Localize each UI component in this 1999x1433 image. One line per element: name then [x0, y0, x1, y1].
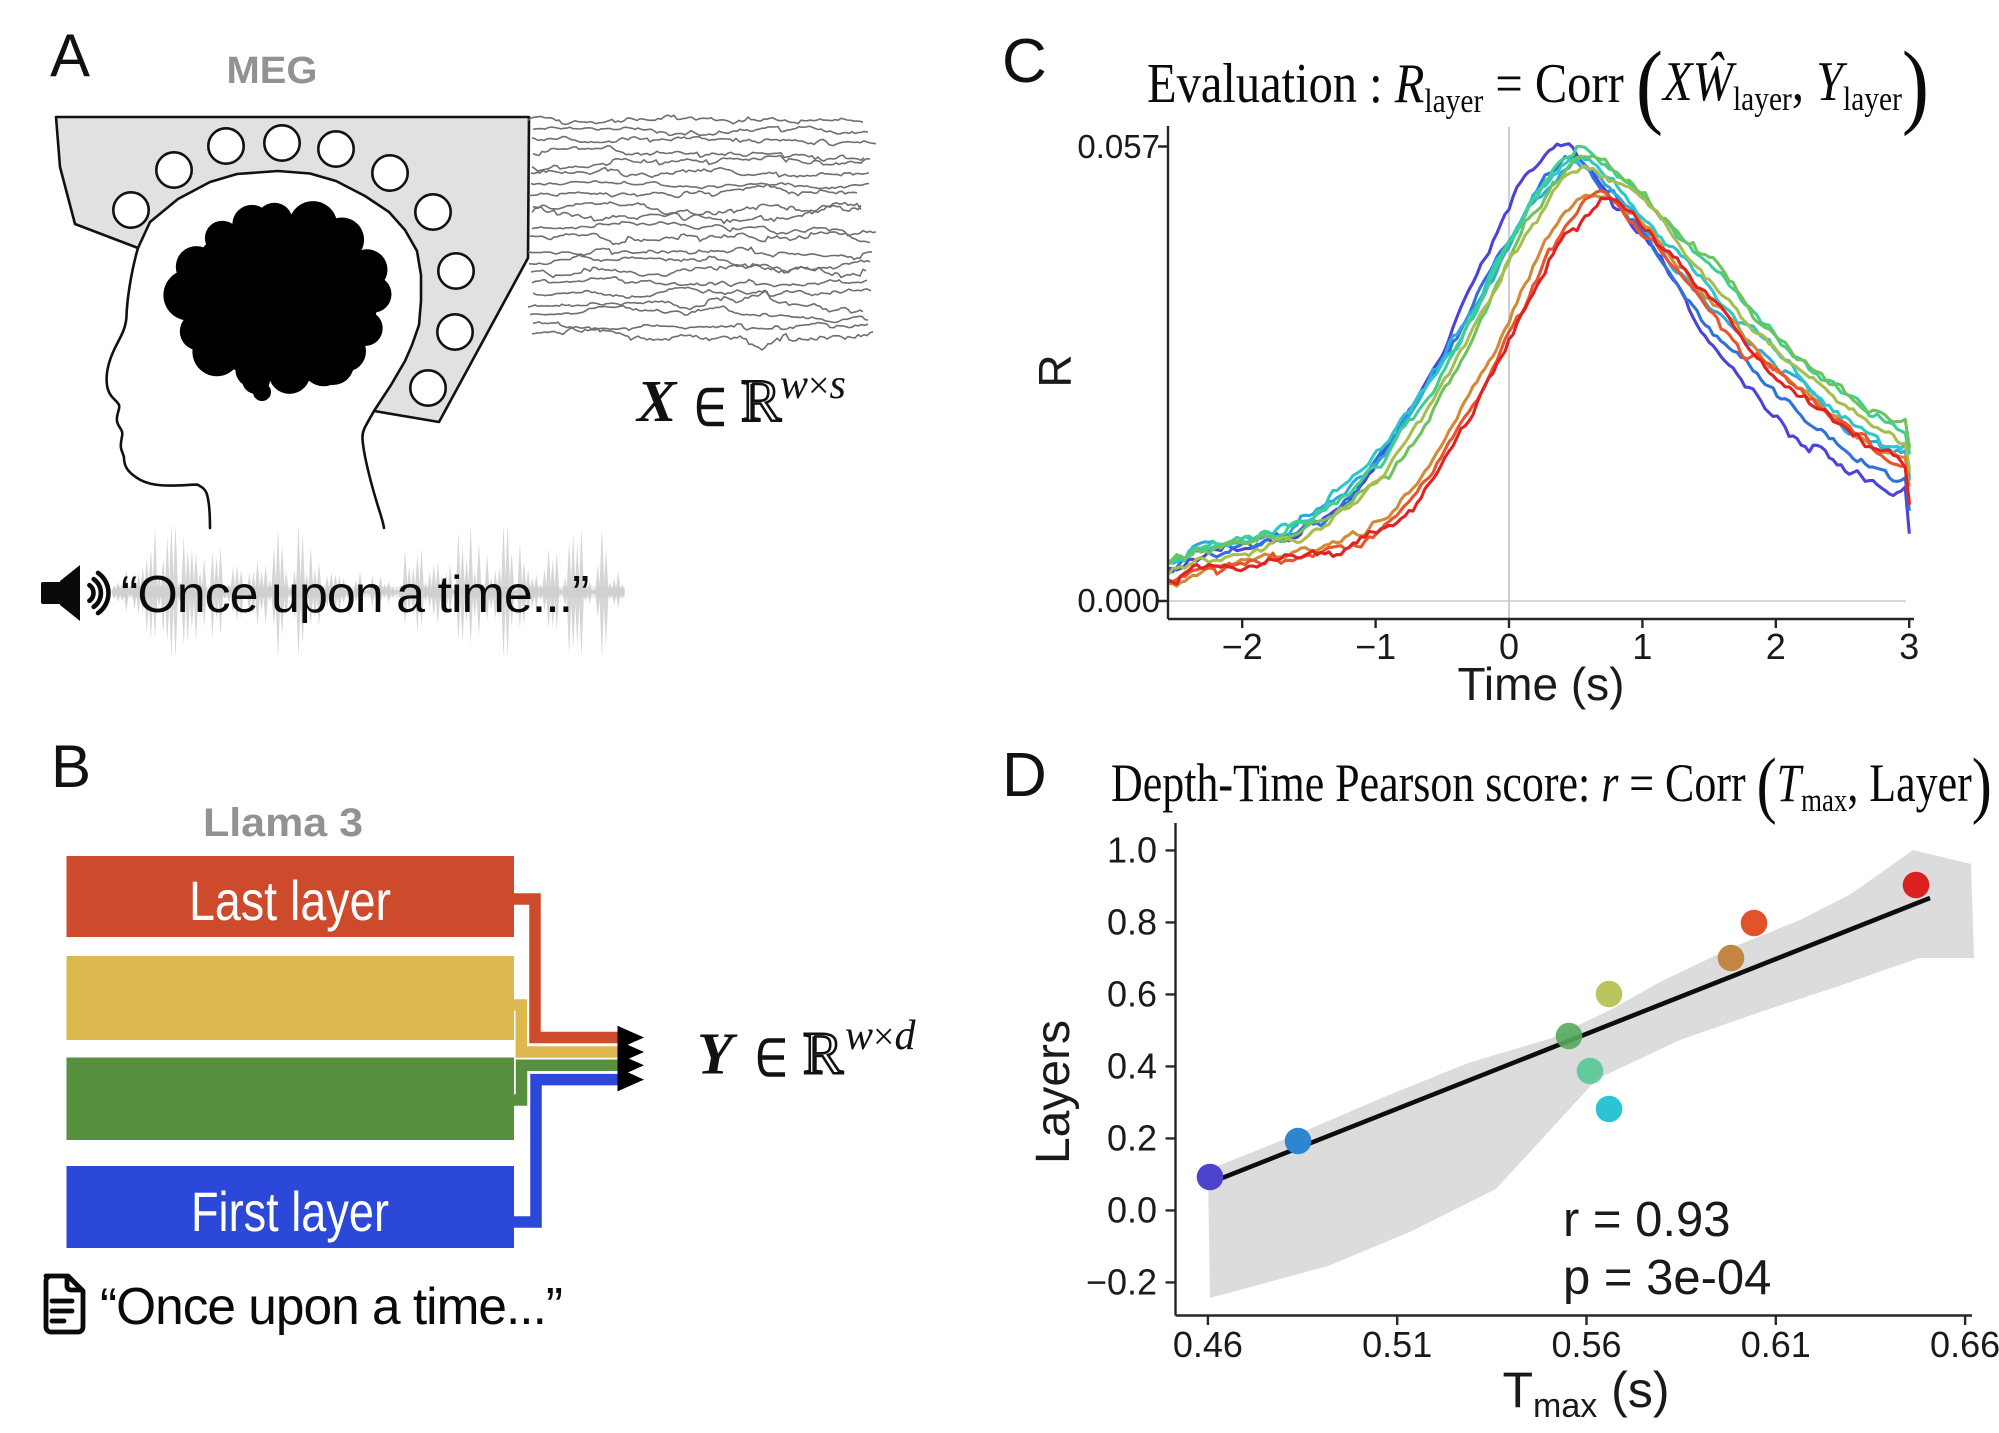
- svg-text:0.6: 0.6: [1107, 973, 1157, 1014]
- svg-text:Last layer: Last layer: [189, 869, 391, 932]
- svg-text:“Once upon a time...”: “Once upon a time...”: [121, 566, 588, 624]
- svg-text:R: R: [803, 1021, 843, 1087]
- svg-text:1.0: 1.0: [1107, 829, 1157, 870]
- svg-text:C: C: [1002, 27, 1047, 96]
- svg-text:−2: −2: [1222, 626, 1263, 667]
- svg-text:D: D: [1002, 741, 1047, 810]
- svg-text:w×s: w×s: [780, 362, 846, 408]
- svg-text:0.46: 0.46: [1173, 1324, 1243, 1365]
- svg-text:First layer: First layer: [191, 1180, 389, 1243]
- svg-text:0.0: 0.0: [1107, 1189, 1157, 1230]
- svg-text:r = 0.93: r = 0.93: [1563, 1193, 1731, 1247]
- svg-text:0.51: 0.51: [1362, 1324, 1432, 1365]
- svg-text:Time (s): Time (s): [1458, 658, 1625, 710]
- svg-text:B: B: [51, 733, 91, 800]
- svg-text:0.4: 0.4: [1107, 1045, 1157, 1086]
- svg-text:Llama 3: Llama 3: [203, 801, 363, 845]
- svg-text:Y: Y: [697, 1021, 738, 1087]
- svg-text:R: R: [1029, 354, 1081, 387]
- svg-text:0.057: 0.057: [1077, 128, 1160, 165]
- svg-text:Layers: Layers: [1027, 1020, 1080, 1164]
- svg-text:0.56: 0.56: [1551, 1324, 1621, 1365]
- svg-text:2: 2: [1766, 626, 1786, 667]
- svg-text:1: 1: [1632, 626, 1652, 667]
- svg-text:A: A: [50, 22, 90, 89]
- svg-text:0: 0: [1499, 626, 1519, 667]
- svg-text:0.2: 0.2: [1107, 1117, 1157, 1158]
- svg-text:w×d: w×d: [845, 1013, 916, 1059]
- svg-text:p = 3e-04: p = 3e-04: [1563, 1251, 1771, 1305]
- svg-text:“Once upon a time...”: “Once upon a time...”: [100, 1278, 562, 1336]
- svg-text:X: X: [635, 368, 678, 434]
- svg-text:−1: −1: [1355, 626, 1396, 667]
- svg-text:0.61: 0.61: [1741, 1324, 1811, 1365]
- svg-text:−0.2: −0.2: [1086, 1261, 1157, 1302]
- svg-text:MEG: MEG: [227, 50, 318, 92]
- svg-text:0.66: 0.66: [1930, 1324, 1999, 1365]
- svg-text:0.000: 0.000: [1077, 582, 1160, 619]
- svg-text:0.8: 0.8: [1107, 901, 1157, 942]
- svg-text:R: R: [741, 368, 781, 434]
- svg-text:3: 3: [1899, 626, 1919, 667]
